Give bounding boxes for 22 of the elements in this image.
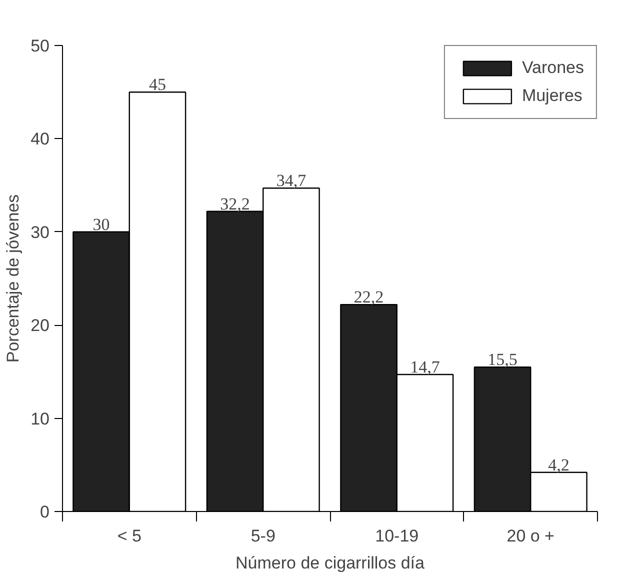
legend-label: Mujeres [522, 86, 582, 106]
data-label: 4,2 [548, 455, 570, 474]
data-label: 15,5 [488, 350, 518, 370]
data-label: 14,7 [410, 357, 440, 376]
y-tick-label: 30 [30, 222, 50, 242]
data-label: 34,7 [276, 171, 307, 190]
y-tick-label: 10 [30, 409, 50, 428]
y-tick-label: 50 [30, 36, 50, 56]
x-axis-title: Número de cigarrillos día [236, 554, 426, 572]
data-label: 32,2 [220, 194, 250, 214]
data-label: 30 [92, 214, 110, 234]
x-tick-label: 20 o + [506, 526, 555, 546]
x-tick-label: 5-9 [250, 526, 276, 546]
legend-label: Varones [522, 58, 584, 78]
x-tick-label: 10-19 [375, 526, 419, 546]
y-tick-label: 20 [30, 316, 50, 336]
data-label: 22,2 [354, 288, 384, 307]
y-tick-label: 0 [40, 502, 50, 522]
y-axis-title: Porcentaje de jóvenes [4, 194, 23, 363]
x-tick-label: < 5 [117, 526, 142, 546]
y-tick-label: 40 [30, 130, 50, 149]
data-label: 45 [148, 75, 166, 94]
